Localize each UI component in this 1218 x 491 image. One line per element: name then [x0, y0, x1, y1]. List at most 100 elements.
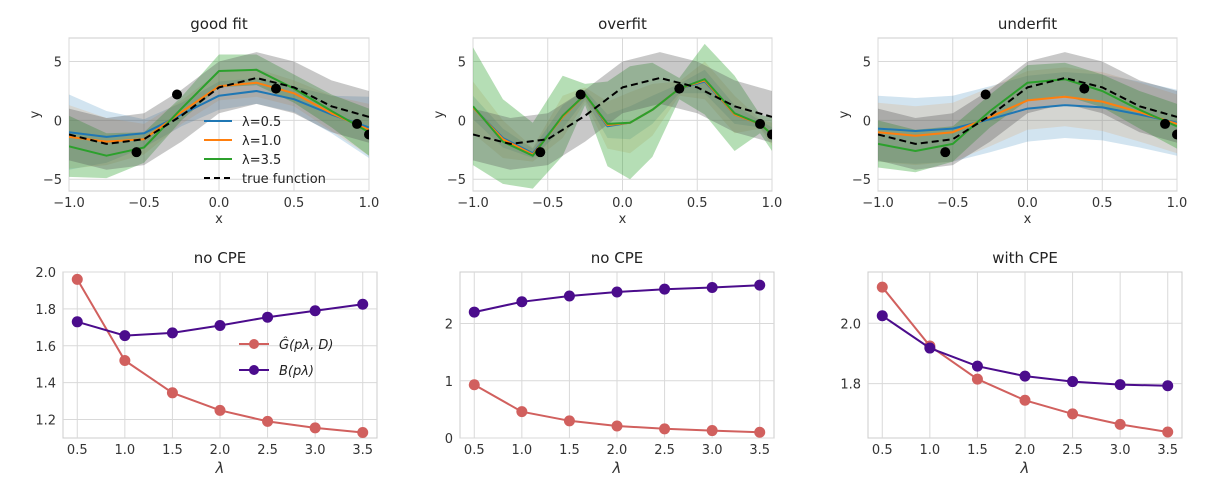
- legend-label: Ĝ(pλ, D): [279, 337, 333, 353]
- legend-marker: [249, 365, 259, 375]
- x-tick-label: 1.5: [967, 443, 988, 458]
- series-marker: [611, 420, 623, 432]
- y-tick-label: 0: [458, 114, 466, 129]
- data-point: [131, 147, 142, 158]
- x-tick-label: 2.5: [654, 443, 675, 458]
- data-point: [364, 129, 369, 140]
- x-tick-label: 1.5: [559, 443, 580, 458]
- x-tick-label: −0.5: [937, 196, 969, 211]
- y-tick-label: 2.0: [35, 266, 56, 281]
- panel-5: [459, 271, 775, 439]
- fit-line: [878, 95, 1177, 137]
- plot-layer: [878, 52, 1177, 173]
- data-point: [575, 89, 586, 100]
- legend-label: λ=3.5: [242, 153, 281, 168]
- series-marker: [1114, 379, 1126, 391]
- x-tick-label: 0.5: [1092, 196, 1113, 211]
- true-function-line: [69, 77, 369, 145]
- series-marker: [119, 355, 131, 367]
- x-tick-label: 0.5: [464, 443, 485, 458]
- x-tick-label: 3.5: [749, 443, 770, 458]
- x-axis-label: λ: [215, 459, 225, 477]
- uncertainty-band: [878, 52, 1177, 170]
- fit-line: [69, 90, 369, 138]
- data-point: [1160, 118, 1171, 129]
- x-tick-label: 1.5: [162, 443, 183, 458]
- plot-layer: [473, 43, 772, 189]
- legend-marker: [249, 339, 259, 349]
- legend-label: true function: [242, 172, 326, 187]
- x-tick-label: 3.5: [352, 443, 373, 458]
- fit-line: [69, 68, 369, 157]
- series-marker: [754, 426, 766, 438]
- x-axis-label: x: [1024, 212, 1032, 227]
- series-marker: [876, 310, 888, 322]
- y-tick-label: 0: [445, 432, 453, 447]
- plot-layer: [876, 281, 1174, 438]
- y-tick-label: 5: [863, 56, 871, 71]
- y-tick-label: 5: [458, 56, 466, 71]
- data-point: [940, 147, 951, 158]
- x-tick-label: 0.5: [284, 196, 305, 211]
- series-marker: [71, 316, 83, 328]
- x-tick-label: −0.5: [532, 196, 564, 211]
- x-tick-label: 0.0: [612, 196, 633, 211]
- chart-title: no CPE: [194, 249, 246, 267]
- x-tick-label: 0.0: [209, 196, 230, 211]
- data-point: [767, 129, 772, 140]
- y-tick-label: 2: [445, 318, 453, 333]
- y-tick-label: 5: [54, 56, 62, 71]
- x-tick-label: −1.0: [862, 196, 894, 211]
- data-point: [980, 89, 991, 100]
- y-tick-label: 1.8: [840, 378, 861, 393]
- series-marker: [754, 279, 766, 291]
- x-tick-label: 2.0: [210, 443, 231, 458]
- x-tick-label: 3.0: [1110, 443, 1131, 458]
- x-axis-label: λ: [1020, 459, 1030, 477]
- series-marker: [1067, 408, 1079, 420]
- series-marker: [468, 306, 480, 318]
- series-marker: [214, 404, 226, 416]
- chart-title: good fit: [190, 15, 248, 33]
- x-tick-label: −1.0: [53, 196, 85, 211]
- series-marker: [971, 360, 983, 372]
- series-marker: [563, 290, 575, 302]
- series-marker: [262, 311, 274, 323]
- series-marker: [516, 296, 528, 308]
- fit-line: [473, 78, 772, 157]
- panel-3: [877, 37, 1178, 192]
- series-marker: [516, 406, 528, 418]
- x-axis-label: λ: [612, 459, 622, 477]
- data-point: [271, 83, 281, 94]
- y-tick-label: 1.8: [35, 303, 56, 318]
- data-point: [535, 147, 546, 158]
- panel-1: [68, 37, 370, 192]
- data-point: [1172, 129, 1177, 140]
- x-tick-label: 1.0: [115, 443, 136, 458]
- true-function-line: [878, 77, 1177, 145]
- y-tick-label: 1: [445, 375, 453, 390]
- series-marker: [706, 281, 718, 293]
- y-tick-label: −5: [852, 173, 871, 188]
- x-tick-label: 3.0: [702, 443, 723, 458]
- series-marker: [1019, 370, 1031, 382]
- series-marker: [309, 422, 321, 434]
- chart-title: underfit: [998, 15, 1057, 33]
- uncertainty-band: [473, 43, 772, 189]
- legend-label: λ=1.0: [242, 134, 281, 149]
- x-tick-label: 1.0: [762, 196, 783, 211]
- uncertainty-band: [878, 72, 1177, 164]
- series-marker: [659, 423, 671, 435]
- series-marker: [1019, 394, 1031, 406]
- y-tick-label: 2.0: [840, 317, 861, 332]
- plot-layer: [71, 273, 369, 438]
- fit-line: [69, 81, 369, 143]
- x-tick-label: 1.0: [920, 443, 941, 458]
- data-point: [674, 83, 685, 94]
- fit-line: [878, 104, 1177, 132]
- y-axis-label: y: [432, 110, 447, 118]
- series-marker: [924, 342, 936, 354]
- y-axis-label: y: [28, 110, 43, 118]
- series-marker: [262, 415, 274, 427]
- chart-title: no CPE: [591, 249, 643, 267]
